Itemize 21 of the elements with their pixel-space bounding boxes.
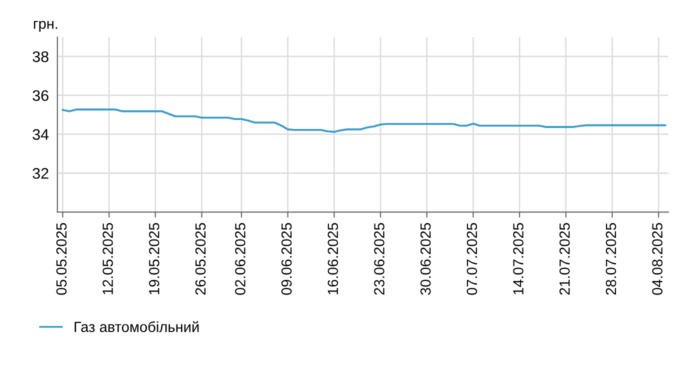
x-tick-label: 30.06.2025 — [420, 223, 431, 295]
y-tick-label: 36 — [32, 90, 48, 102]
x-tick-label: 23.06.2025 — [374, 223, 384, 295]
x-tick-label: 19.05.2025 — [148, 223, 160, 294]
y-tick-label: 32 — [32, 168, 48, 179]
legend-label: Газ автомобільний — [74, 321, 199, 332]
x-tick-label: 05.05.2025 — [56, 223, 67, 295]
y-tick-label: 34 — [32, 129, 49, 140]
line-series — [62, 108, 666, 133]
x-tick-label: 04.08.2025 — [652, 223, 662, 295]
x-tick-label: 21.07.2025 — [559, 223, 570, 295]
y-axis-title: грн. — [34, 20, 58, 32]
x-tick-label: 12.05.2025 — [102, 223, 113, 294]
x-tick-label: 28.07.2025 — [606, 223, 616, 295]
x-tick-label: 14.07.2025 — [513, 223, 524, 294]
x-tick-label: 16.06.2025 — [328, 223, 338, 294]
x-tick-label: 07.07.2025 — [466, 223, 478, 295]
y-tick-label: 38 — [32, 51, 48, 62]
x-tick-label: 02.06.2025 — [235, 223, 246, 295]
x-tick-label: 09.06.2025 — [281, 223, 292, 295]
x-tick-label: 26.05.2025 — [195, 223, 206, 295]
